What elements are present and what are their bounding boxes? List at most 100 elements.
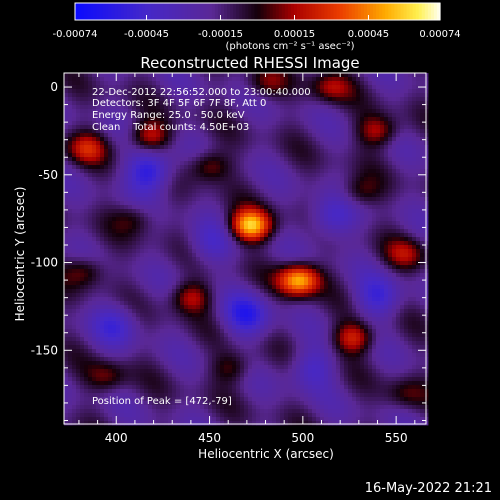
heatmap-cell bbox=[188, 121, 193, 126]
heatmap-cell bbox=[364, 185, 369, 190]
heatmap-cell bbox=[412, 169, 417, 174]
heatmap-cell bbox=[216, 221, 221, 226]
heatmap-cell bbox=[316, 101, 321, 106]
heatmap-cell bbox=[332, 117, 337, 122]
heatmap-cell bbox=[224, 169, 229, 174]
heatmap-cell bbox=[228, 133, 233, 138]
heatmap-cell bbox=[296, 193, 301, 198]
heatmap-cell bbox=[228, 241, 233, 246]
colorbar-segment bbox=[287, 3, 292, 20]
heatmap-cell bbox=[296, 97, 301, 102]
heatmap-cell bbox=[68, 257, 73, 262]
heatmap-cell bbox=[392, 89, 397, 94]
heatmap-cell bbox=[84, 141, 89, 146]
heatmap-cell bbox=[264, 89, 269, 94]
heatmap-cell bbox=[372, 113, 377, 118]
heatmap-cell bbox=[332, 281, 337, 286]
heatmap-cell bbox=[72, 205, 77, 210]
heatmap-cell bbox=[100, 265, 105, 270]
heatmap-cell bbox=[92, 261, 97, 266]
heatmap-cell bbox=[192, 121, 197, 126]
heatmap-cell bbox=[116, 113, 121, 118]
heatmap-cell bbox=[244, 141, 249, 146]
heatmap-cell bbox=[280, 81, 285, 86]
heatmap-cell bbox=[152, 153, 157, 158]
heatmap-cell bbox=[276, 161, 281, 166]
heatmap-cell bbox=[260, 237, 265, 242]
heatmap-cell bbox=[128, 93, 133, 98]
heatmap-cell bbox=[116, 109, 121, 114]
heatmap-cell bbox=[64, 209, 69, 214]
heatmap-cell bbox=[124, 97, 129, 102]
heatmap-cell bbox=[388, 117, 393, 122]
heatmap-cell bbox=[176, 257, 181, 262]
heatmap-cell bbox=[416, 157, 421, 162]
heatmap-cell bbox=[172, 261, 177, 266]
colorbar-segment bbox=[272, 3, 277, 20]
heatmap-cell bbox=[196, 181, 201, 186]
heatmap-cell bbox=[276, 165, 281, 170]
heatmap-cell bbox=[404, 229, 409, 234]
colorbar-segment bbox=[141, 3, 146, 20]
heatmap-cell bbox=[300, 149, 305, 154]
heatmap-cell bbox=[256, 213, 261, 218]
heatmap-cell bbox=[332, 225, 337, 230]
heatmap-cell bbox=[408, 185, 413, 190]
heatmap-cell bbox=[108, 217, 113, 222]
heatmap-cell bbox=[304, 257, 309, 262]
heatmap-cell bbox=[252, 133, 257, 138]
heatmap-cell bbox=[408, 281, 413, 286]
heatmap-cell bbox=[232, 129, 237, 134]
heatmap-cell bbox=[72, 153, 77, 158]
heatmap-cell bbox=[392, 253, 397, 258]
heatmap-cell bbox=[340, 261, 345, 266]
heatmap-cell bbox=[380, 121, 385, 126]
heatmap-cell bbox=[212, 169, 217, 174]
heatmap-cell bbox=[340, 161, 345, 166]
heatmap-cell bbox=[324, 153, 329, 158]
heatmap-cell bbox=[356, 149, 361, 154]
heatmap-cell bbox=[156, 153, 161, 158]
heatmap-cell bbox=[84, 165, 89, 170]
heatmap-cell bbox=[128, 253, 133, 258]
heatmap-cell bbox=[108, 185, 113, 190]
heatmap-cell bbox=[124, 181, 129, 186]
heatmap-cell bbox=[420, 205, 425, 210]
heatmap-cell bbox=[316, 145, 321, 150]
heatmap-cell bbox=[112, 249, 117, 254]
heatmap-cell bbox=[220, 249, 225, 254]
heatmap-cell bbox=[376, 169, 381, 174]
heatmap-cell bbox=[364, 101, 369, 106]
heatmap-cell bbox=[200, 193, 205, 198]
heatmap-cell bbox=[160, 213, 165, 218]
heatmap-cell bbox=[160, 149, 165, 154]
heatmap-cell bbox=[132, 177, 137, 182]
heatmap-cell bbox=[76, 133, 81, 138]
heatmap-cell bbox=[208, 229, 213, 234]
heatmap-cell bbox=[272, 177, 277, 182]
heatmap-cell bbox=[308, 181, 313, 186]
colorbar-segment bbox=[99, 3, 103, 20]
heatmap-cell bbox=[116, 137, 121, 142]
heatmap-cell bbox=[380, 241, 385, 246]
heatmap-cell bbox=[136, 265, 141, 270]
colorbar-tick-label: 0.00074 bbox=[419, 29, 460, 40]
heatmap-cell bbox=[272, 113, 277, 118]
heatmap-cell bbox=[136, 153, 141, 158]
heatmap-cell bbox=[388, 145, 393, 150]
heatmap-cell bbox=[316, 165, 321, 170]
heatmap-cell bbox=[160, 209, 165, 214]
heatmap-cell bbox=[132, 85, 137, 90]
heatmap-cell bbox=[340, 233, 345, 238]
heatmap-cell bbox=[188, 105, 193, 110]
heatmap-cell bbox=[288, 161, 293, 166]
heatmap-cell bbox=[348, 157, 353, 162]
heatmap-cell bbox=[112, 277, 117, 282]
heatmap-cell bbox=[300, 177, 305, 182]
heatmap-cell bbox=[412, 157, 417, 162]
heatmap-cell bbox=[272, 249, 277, 254]
heatmap-cell bbox=[296, 185, 301, 190]
heatmap-cell bbox=[236, 121, 241, 126]
heatmap-cell bbox=[316, 269, 321, 274]
heatmap-cell bbox=[120, 145, 125, 150]
